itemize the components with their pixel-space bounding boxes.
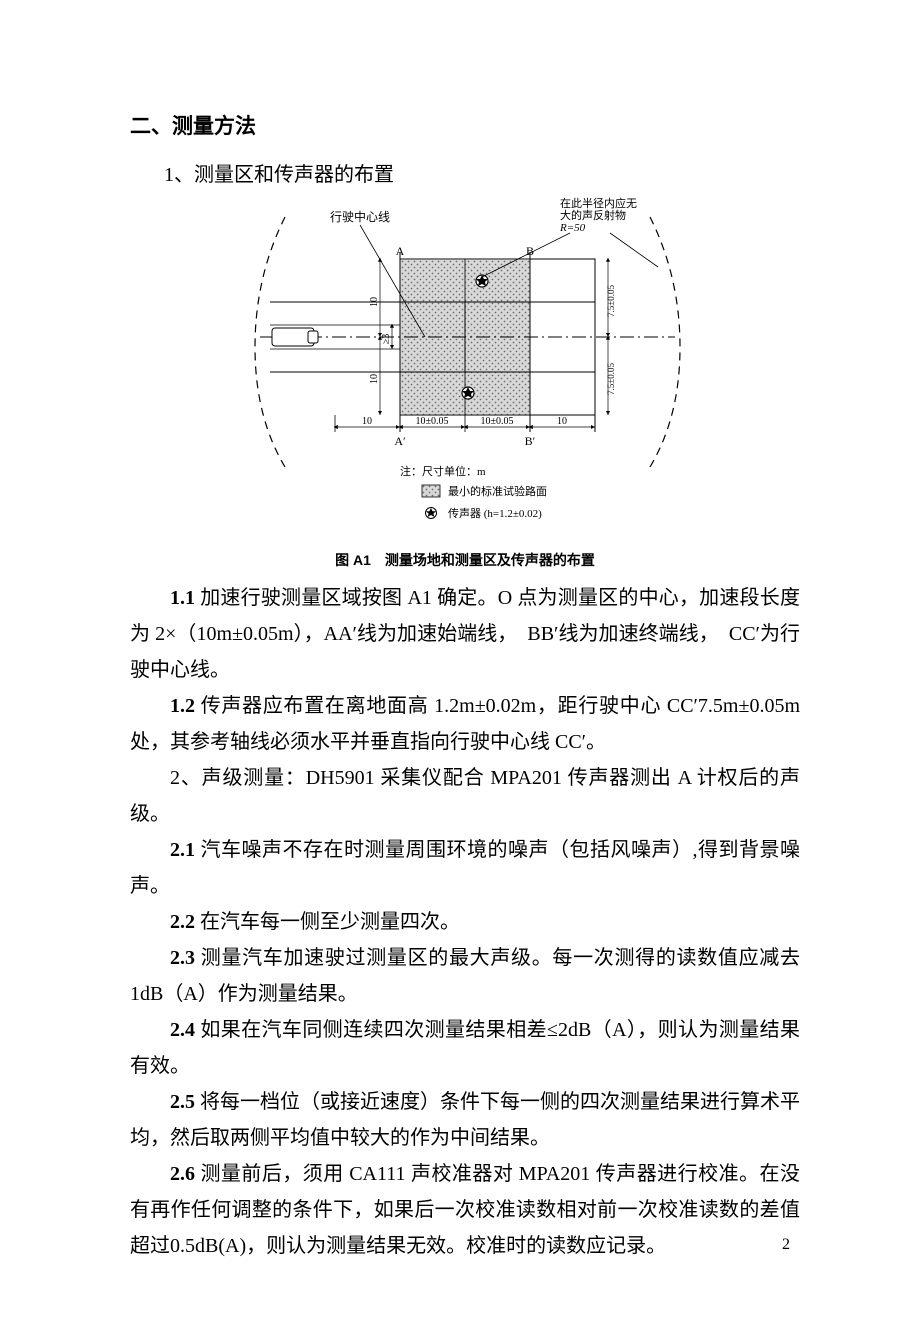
figure-caption: 图 A1 测量场地和测量区及传声器的布置 — [130, 550, 800, 570]
svg-text:行驶中心线: 行驶中心线 — [330, 209, 390, 224]
svg-text:A′: A′ — [394, 434, 406, 448]
svg-text:7.5±0.05: 7.5±0.05 — [606, 285, 616, 317]
para-2-5: 2.5 将每一档位（或接近速度）条件下每一侧的四次测量结果进行算术平均，然后取两… — [130, 1084, 800, 1156]
svg-text:7.5±0.05: 7.5±0.05 — [606, 363, 616, 395]
svg-text:10±0.05: 10±0.05 — [481, 416, 514, 427]
svg-text:传声器 (h=1.2±0.02): 传声器 (h=1.2±0.02) — [448, 506, 542, 520]
mic-icon — [462, 387, 474, 399]
svg-text:10±0.05: 10±0.05 — [416, 416, 449, 427]
svg-text:R=50: R=50 — [559, 222, 586, 234]
para-2-1: 2.1 汽车噪声不存在时测量周围环境的噪声（包括风噪声）,得到背景噪声。 — [130, 832, 800, 904]
svg-text:10: 10 — [369, 297, 380, 307]
svg-text:B′: B′ — [525, 434, 536, 448]
para-2-0: 2、声级测量：DH5901 采集仪配合 MPA201 传声器测出 A 计权后的声… — [130, 760, 800, 832]
section-heading: 二、测量方法 — [130, 110, 800, 140]
svg-text:最小的标准试验路面: 最小的标准试验路面 — [448, 484, 547, 498]
svg-text:10: 10 — [557, 416, 567, 427]
para-1-1: 1.1 加速行驶测量区域按图 A1 确定。O 点为测量区的中心，加速段长度为 2… — [130, 580, 800, 688]
svg-text:大的声反射物: 大的声反射物 — [560, 208, 626, 222]
para-1-2: 1.2 传声器应布置在离地面高 1.2m±0.02m，距行驶中心 CC′7.5m… — [130, 688, 800, 760]
svg-text:10: 10 — [369, 374, 380, 384]
subsection-1: 1、测量区和传声器的布置 — [164, 158, 800, 187]
svg-text:10: 10 — [362, 416, 372, 427]
figure-a1-svg: A B A′ B′ 行驶中心线 在此半径内应无 大的声反射物 R=50 10 — [230, 197, 700, 537]
para-2-6: 2.6 测量前后，须用 CA111 声校准器对 MPA201 传声器进行校准。在… — [130, 1156, 800, 1264]
document-page: 二、测量方法 1、测量区和传声器的布置 — [0, 0, 920, 1324]
para-2-2: 2.2 在汽车每一侧至少测量四次。 — [130, 904, 800, 940]
svg-text:B: B — [526, 244, 534, 258]
para-2-3: 2.3 测量汽车加速驶过测量区的最大声级。每一次测得的读数值应减去 1dB（A）… — [130, 940, 800, 1012]
page-number: 2 — [782, 1236, 790, 1254]
figure-a1: A B A′ B′ 行驶中心线 在此半径内应无 大的声反射物 R=50 10 — [130, 197, 800, 542]
svg-text:≥3: ≥3 — [381, 334, 392, 345]
svg-text:注：尺寸单位：m: 注：尺寸单位：m — [400, 464, 486, 478]
svg-text:在此半径内应无: 在此半径内应无 — [560, 197, 637, 210]
svg-text:A: A — [396, 244, 405, 258]
para-2-4: 2.4 如果在汽车同侧连续四次测量结果相差≤2dB（A），则认为测量结果有效。 — [130, 1012, 800, 1084]
